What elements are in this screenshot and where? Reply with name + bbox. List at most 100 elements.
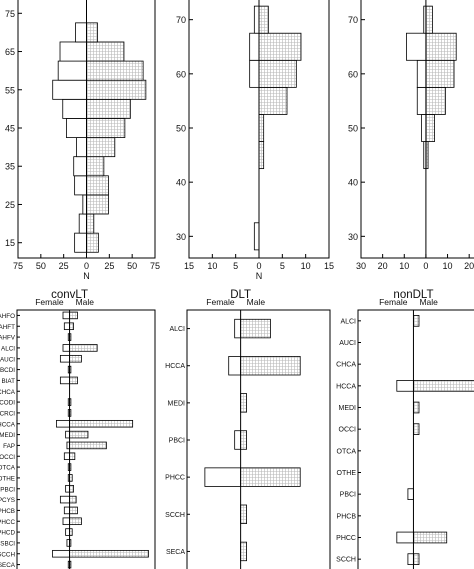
category-label: CHCA (0, 389, 16, 396)
bar-male (86, 118, 126, 138)
bar-male (413, 553, 420, 565)
bar-female (406, 32, 427, 61)
bar-male (86, 232, 99, 253)
x-tick-label: 15 (184, 261, 194, 271)
bar-male (240, 467, 301, 487)
bar-male (69, 495, 77, 504)
bar-female (253, 5, 260, 34)
bar-male (258, 32, 302, 61)
category-label: PBCI (0, 486, 15, 493)
category-label: ALCI (340, 318, 356, 325)
category-label: SCCH (336, 557, 356, 564)
bar-male (86, 79, 147, 100)
bar-male (413, 531, 448, 544)
bar-male (69, 311, 78, 320)
bar-female (52, 549, 70, 558)
panel-1: 15 25 35 45 55 65 75 75 50 25 0 25 50 75 N (5, 0, 160, 281)
category-label: HCCA (0, 421, 16, 428)
category-label: OTHE (337, 470, 357, 477)
bar-male (69, 441, 107, 450)
bar-female (59, 495, 70, 504)
plot-frame (186, 309, 331, 569)
category-label: HCCA (336, 383, 356, 390)
x-tick-label: 20 (464, 261, 474, 271)
bar-female (62, 517, 70, 526)
y-tick-label: 60 (176, 69, 186, 79)
bar-female (65, 528, 70, 536)
category-label: PHCB (337, 513, 357, 520)
category-label: PHCD (0, 530, 15, 537)
plot-frame (16, 309, 156, 569)
x-tick-label: 10 (207, 261, 217, 271)
bar-male (425, 32, 457, 61)
y-tick-label: 30 (176, 232, 186, 242)
bar-male (413, 380, 474, 392)
plot-frame (357, 309, 474, 569)
bar-male (258, 59, 297, 88)
bar-female (63, 322, 70, 331)
bar-male (258, 5, 269, 34)
category-label: MEDI (0, 432, 15, 439)
category-label: HCCA (165, 363, 185, 370)
bar-male (413, 401, 420, 414)
y-tick-label: 70 (348, 15, 358, 25)
category-label: CRCI (0, 410, 15, 417)
panel-5: ALCI HCCA MEDI PBCI PHCC SCCH SECA Female MaleDL… (165, 289, 331, 569)
bar-male (86, 98, 131, 119)
bar-male (69, 430, 89, 439)
bar-male (240, 318, 271, 339)
category-label: AUCI (0, 356, 15, 363)
category-label: AHFO (0, 313, 15, 320)
x-tick-label: 0 (256, 261, 261, 271)
bar-female (416, 59, 427, 88)
panel-title: DLT (230, 289, 251, 301)
x-tick-label: 25 (104, 261, 114, 271)
x-tick-label: 10 (301, 261, 311, 271)
category-label: CODI (0, 400, 15, 407)
y-tick-label: 45 (5, 124, 15, 134)
bar-male (69, 484, 74, 493)
category-label: PBCI (169, 438, 185, 445)
female-label: Female (379, 297, 408, 307)
bar-male (240, 393, 247, 413)
bar-male (240, 430, 247, 450)
bar-female (59, 41, 87, 62)
bar-male (86, 60, 144, 81)
bar-male (258, 141, 265, 170)
bar-female (74, 175, 87, 196)
bar-female (416, 86, 427, 115)
category-label: CHCA (336, 362, 356, 369)
category-label: SECA (0, 562, 16, 569)
y-tick-label: 70 (176, 15, 186, 25)
x-tick-label: 50 (127, 261, 137, 271)
bar-female (59, 376, 70, 385)
x-axis-label: N (256, 271, 263, 281)
bar-female (62, 344, 70, 352)
bar-female (65, 484, 70, 493)
bar-male (86, 156, 105, 177)
bar-male (69, 419, 134, 428)
bar-male (240, 541, 247, 562)
category-label: BCDI (0, 367, 15, 374)
bar-female (52, 79, 87, 100)
category-label: FAP (3, 443, 15, 450)
x-tick-label: 25 (59, 261, 69, 271)
bar-female (62, 311, 70, 320)
category-label: AHFT (0, 324, 15, 331)
bar-male (425, 59, 455, 88)
panel-6: ALCI AUCI CHCA HCCA MEDI OCCI OTCA OTHE PBCI PHCB… (336, 289, 474, 569)
bar-female (56, 419, 70, 428)
category-label: SCCH (0, 551, 15, 558)
bar-male (86, 41, 125, 62)
panel-title: nonDLT (393, 289, 433, 301)
bar-female (59, 354, 70, 363)
panel-title: convLT (51, 289, 88, 301)
bar-female (63, 452, 70, 461)
y-tick-label: 30 (348, 232, 358, 242)
category-label: SECA (166, 549, 185, 556)
bar-male (258, 86, 288, 115)
category-label: ALCI (169, 326, 185, 333)
bar-male (258, 114, 265, 142)
